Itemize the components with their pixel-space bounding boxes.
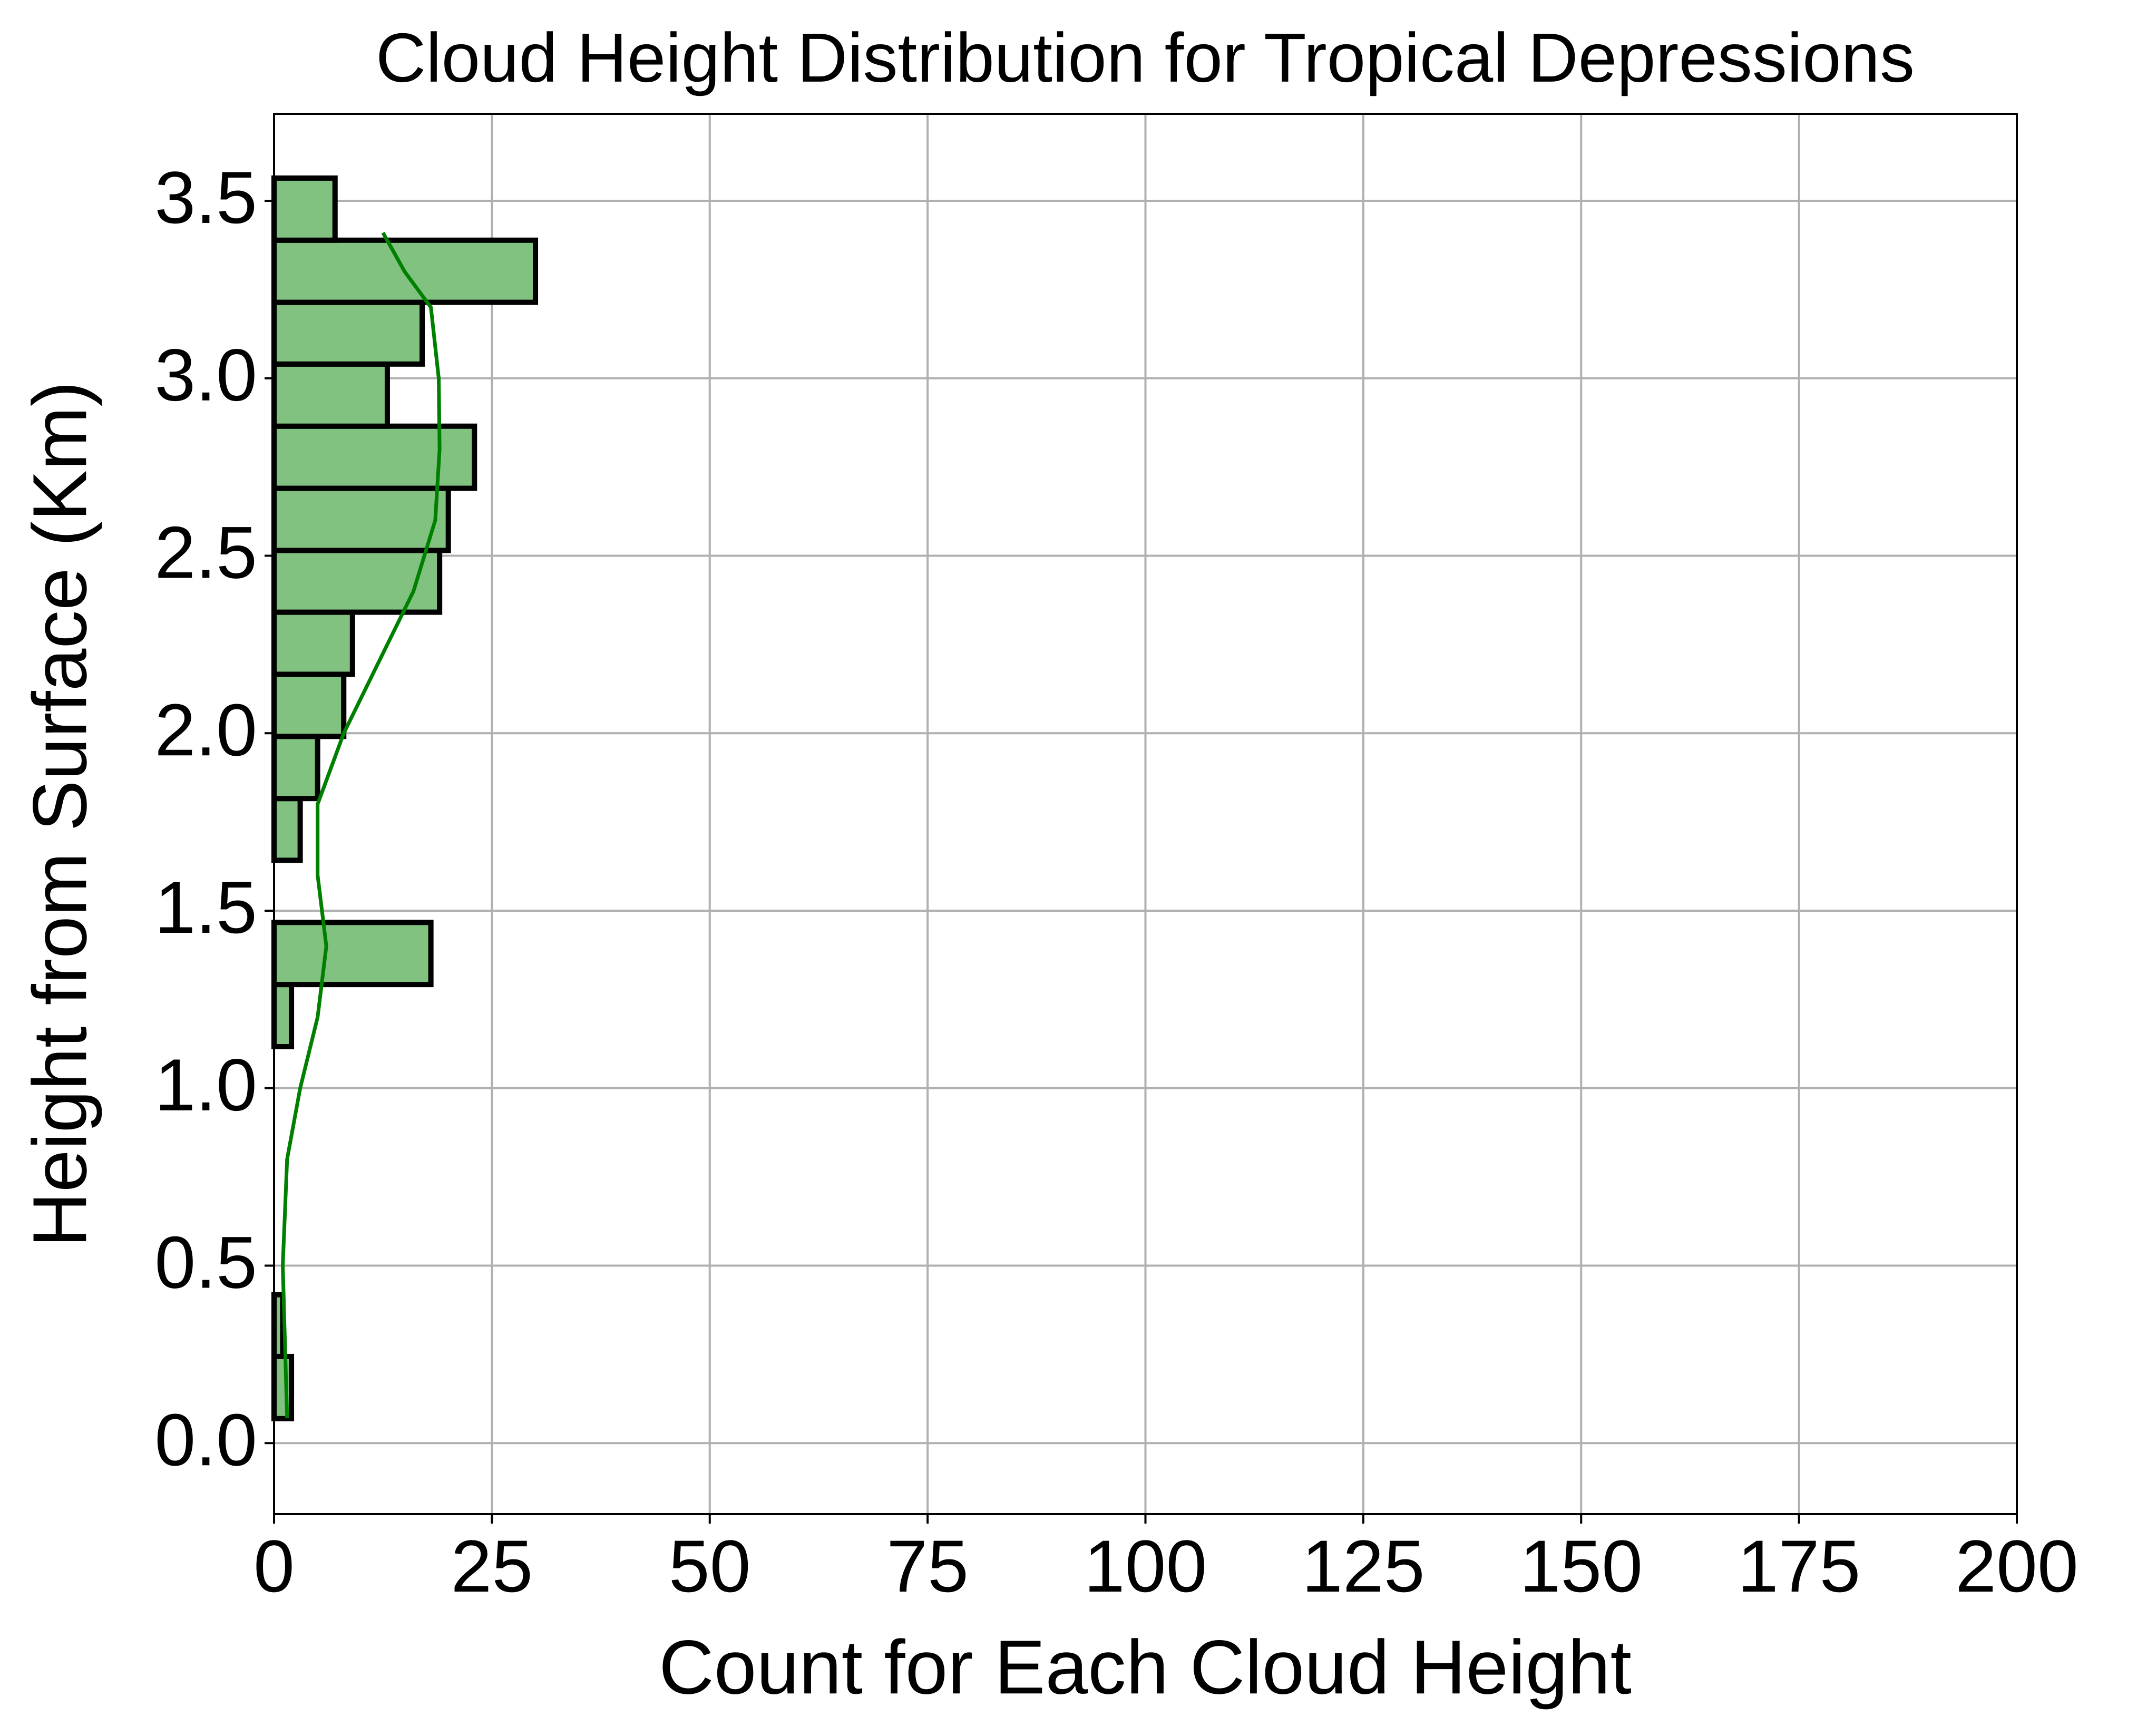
bar: [271, 920, 434, 988]
bar: [271, 1292, 286, 1359]
plot-frame: [273, 113, 2018, 1515]
x-tick-label: 125: [1302, 1525, 1425, 1607]
y-tick-label: 3.5: [154, 156, 257, 239]
y-tick-label: 1.0: [154, 1043, 257, 1126]
x-tick-label: 175: [1738, 1525, 1861, 1607]
y-tick-label: 2.5: [154, 511, 257, 594]
x-tick-label: 50: [669, 1525, 751, 1607]
bar: [271, 299, 425, 367]
y-tick-label: 0.0: [154, 1398, 257, 1481]
x-tick-label: 75: [886, 1525, 969, 1607]
y-axis-label: Height from Surface (Km): [17, 381, 102, 1247]
chart-title: Cloud Height Distribution for Tropical D…: [376, 19, 1915, 96]
y-tick-label: 2.0: [154, 688, 257, 771]
bar: [271, 796, 303, 863]
x-tick-label: 25: [451, 1525, 533, 1607]
bar: [271, 671, 347, 739]
bar: [271, 734, 320, 802]
x-tick-label: 150: [1519, 1525, 1643, 1607]
bar: [271, 423, 477, 491]
bar: [271, 361, 390, 429]
bar: [271, 609, 355, 677]
bar: [271, 485, 451, 553]
bar: [271, 982, 295, 1049]
kde-line: [281, 231, 442, 1419]
x-tick-label: 100: [1084, 1525, 1207, 1607]
x-axis-label: Count for Each Cloud Height: [659, 1624, 1632, 1710]
x-tick-label: 0: [253, 1525, 295, 1607]
y-tick-label: 3.0: [154, 334, 257, 416]
bar: [271, 175, 338, 243]
bar: [271, 1353, 295, 1421]
y-tick-label: 0.5: [154, 1221, 257, 1304]
y-tick-label: 1.5: [154, 866, 257, 949]
x-tick-label: 200: [1955, 1525, 2079, 1607]
